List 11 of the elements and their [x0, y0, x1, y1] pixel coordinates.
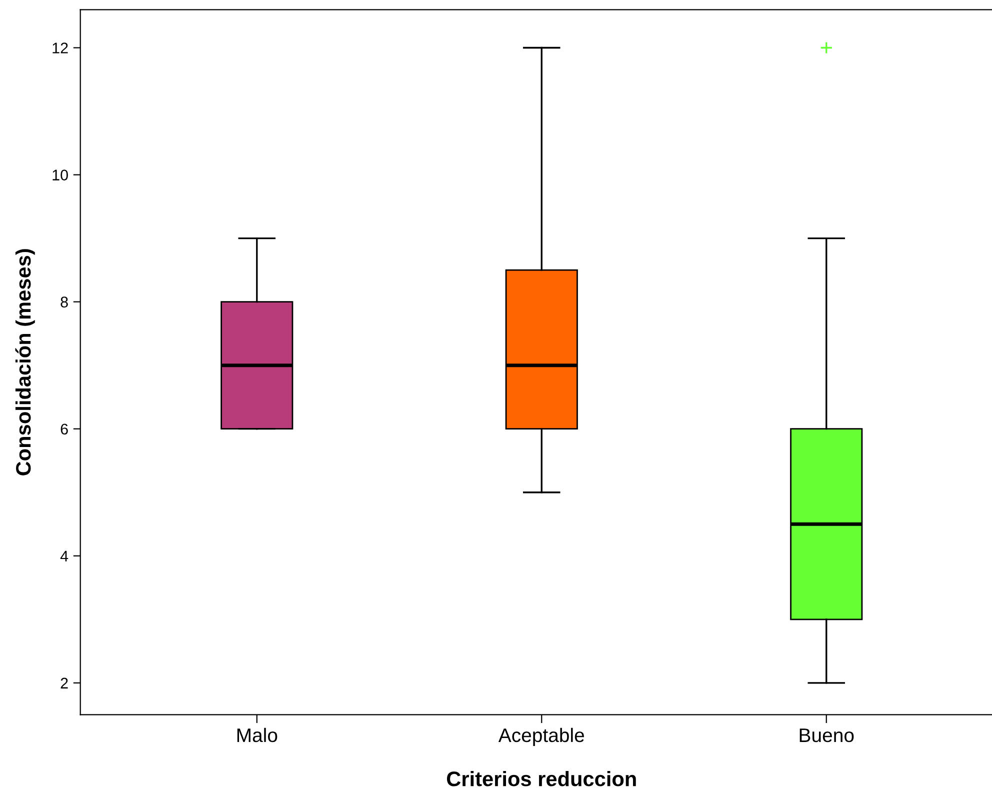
y-tick-label: 2 — [60, 678, 68, 688]
y-tick-label: 10 — [52, 170, 68, 180]
y-axis-title: Consolidación (meses) — [15, 249, 35, 476]
y-tick-label: 6 — [60, 424, 68, 435]
x-axis-title: Criterios reduccion — [446, 770, 636, 786]
y-tick-label: 8 — [60, 296, 68, 308]
x-tick-label: Malo — [237, 728, 278, 742]
x-tick-label: Aceptable — [498, 728, 584, 746]
x-tick-label: Bueno — [800, 728, 854, 742]
y-tick-label: 4 — [60, 550, 68, 562]
y-tick-label: 12 — [52, 42, 68, 54]
